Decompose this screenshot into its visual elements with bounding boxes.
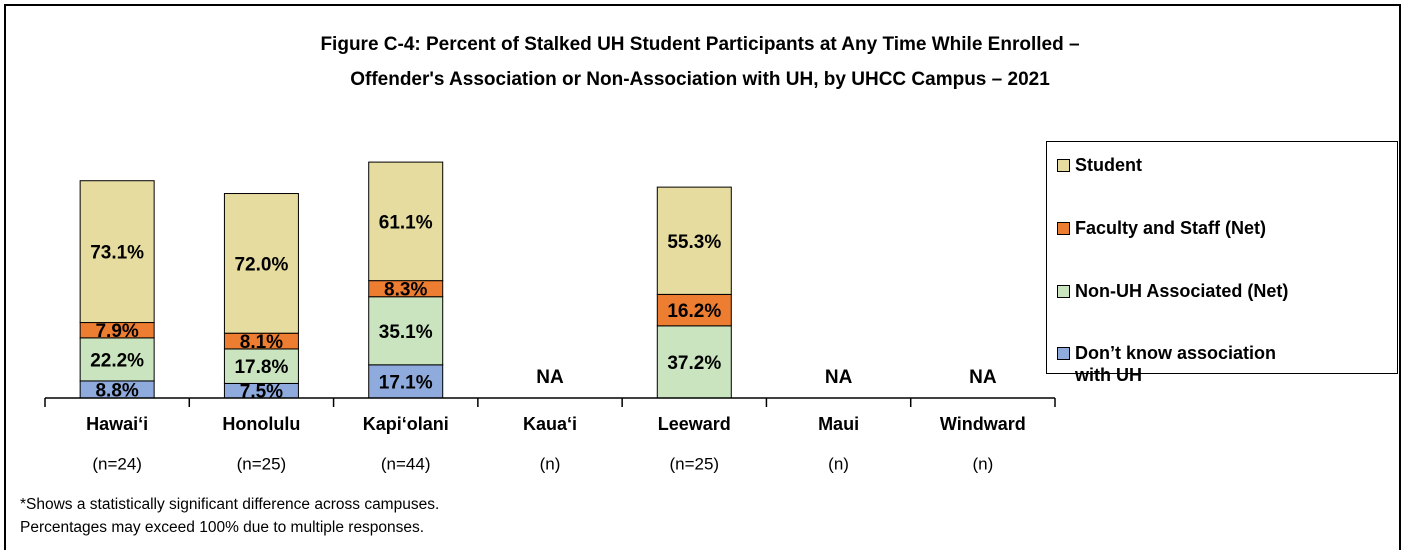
- legend-label: Student: [1075, 155, 1142, 175]
- chart-title: Figure C-4: Percent of Stalked UH Studen…: [320, 34, 1079, 55]
- value-label: 7.5%: [240, 382, 283, 403]
- na-label: NA: [825, 367, 853, 388]
- legend-swatch: [1057, 222, 1070, 235]
- n-label: (n=44): [381, 454, 431, 473]
- footnote: *Shows a statistically significant diffe…: [20, 496, 439, 513]
- legend: Student Faculty and Staff (Net) Non-UH Ass…: [1046, 141, 1398, 385]
- value-label: 17.8%: [234, 357, 288, 378]
- bar-segment: [223, 193, 299, 334]
- legend-item: Faculty and Staff (Net): [1057, 217, 1387, 239]
- x-tick-label: Leeward: [658, 414, 731, 434]
- legend-label: Don’t know association with UH: [1075, 343, 1277, 385]
- value-label: 55.3%: [667, 232, 721, 253]
- value-label: 35.1%: [379, 322, 433, 343]
- legend-swatch: [1057, 159, 1070, 172]
- value-label: 73.1%: [90, 243, 144, 264]
- n-label: (n): [828, 454, 849, 473]
- value-label: 61.1%: [379, 212, 433, 233]
- value-label: 8.8%: [95, 380, 138, 401]
- value-label: 17.1%: [379, 372, 433, 393]
- chart-title: Offender's Association or Non-Associatio…: [350, 69, 1050, 90]
- legend-swatch: [1057, 285, 1070, 298]
- value-label: 8.1%: [240, 332, 283, 353]
- n-label: (n): [540, 454, 561, 473]
- legend-label: Faculty and Staff (Net): [1075, 218, 1267, 238]
- na-label: NA: [536, 367, 564, 388]
- x-tick-label: Honolulu: [222, 414, 300, 434]
- bar-segment: [368, 161, 444, 282]
- value-label: 72.0%: [234, 254, 288, 275]
- legend-label: Non-UH Associated (Net): [1075, 281, 1289, 301]
- n-label: (n=25): [237, 454, 287, 473]
- legend-item: Don’t know association with UH: [1057, 342, 1387, 386]
- bar-segment: [368, 296, 444, 366]
- x-tick-label: Maui: [818, 414, 859, 434]
- legend-item: Student: [1057, 154, 1387, 176]
- value-label: 16.2%: [667, 301, 721, 322]
- x-tick-label: Kapi‘olani: [363, 414, 449, 434]
- bar-segment: [656, 186, 732, 295]
- x-tick-label: Hawai‘i: [86, 414, 148, 434]
- value-label: 8.3%: [384, 280, 427, 301]
- bar-segment: [79, 337, 155, 382]
- n-label: (n=24): [92, 454, 142, 473]
- bar-segment: [79, 180, 155, 324]
- footnote: Percentages may exceed 100% due to multi…: [20, 519, 424, 536]
- value-label: 37.2%: [667, 353, 721, 374]
- bar-segment: [368, 364, 444, 399]
- x-tick-label: Windward: [940, 414, 1026, 434]
- legend-item: Non-UH Associated (Net): [1057, 280, 1387, 302]
- value-label: 22.2%: [90, 350, 144, 371]
- n-label: (n=25): [669, 454, 719, 473]
- bar-segment: [656, 293, 732, 327]
- n-label: (n): [972, 454, 993, 473]
- frame: [4, 4, 1401, 550]
- x-tick-label: Kaua‘i: [523, 414, 577, 434]
- legend-swatch: [1057, 347, 1070, 360]
- na-label: NA: [969, 367, 997, 388]
- value-label: 7.9%: [95, 321, 138, 342]
